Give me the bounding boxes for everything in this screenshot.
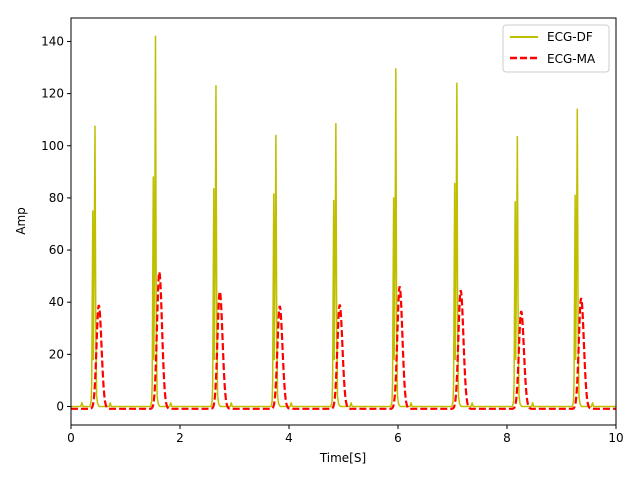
y-axis: 0 20 40 60 80 100 120 140 <box>41 34 71 413</box>
legend: ECG-DF ECG-MA <box>502 24 610 73</box>
x-axis: 0 2 4 6 8 10 <box>67 425 624 445</box>
plot-frame <box>70 17 617 426</box>
series-line-ecg-df <box>71 35 616 408</box>
y-tick-label: 140 <box>41 34 64 48</box>
y-tick-label: 80 <box>49 191 64 205</box>
x-tick-label: 6 <box>394 431 402 445</box>
y-tick-label: 100 <box>41 139 64 153</box>
legend-label-ecg-df: ECG-DF <box>547 30 593 44</box>
x-tick-label: 0 <box>67 431 75 445</box>
y-axis-label: Amp <box>14 207 28 235</box>
y-tick-label: 120 <box>41 87 64 101</box>
y-tick-label: 0 <box>56 399 64 413</box>
x-axis-label: Time[S] <box>319 451 366 465</box>
x-tick-label: 8 <box>503 431 511 445</box>
x-tick-label: 2 <box>176 431 184 445</box>
y-tick-label: 20 <box>49 347 64 361</box>
legend-label-ecg-ma: ECG-MA <box>547 52 596 66</box>
x-tick-label: 4 <box>285 431 293 445</box>
series-layer <box>71 35 616 410</box>
x-tick-label: 10 <box>608 431 623 445</box>
y-tick-label: 60 <box>49 243 64 257</box>
y-tick-label: 40 <box>49 295 64 309</box>
